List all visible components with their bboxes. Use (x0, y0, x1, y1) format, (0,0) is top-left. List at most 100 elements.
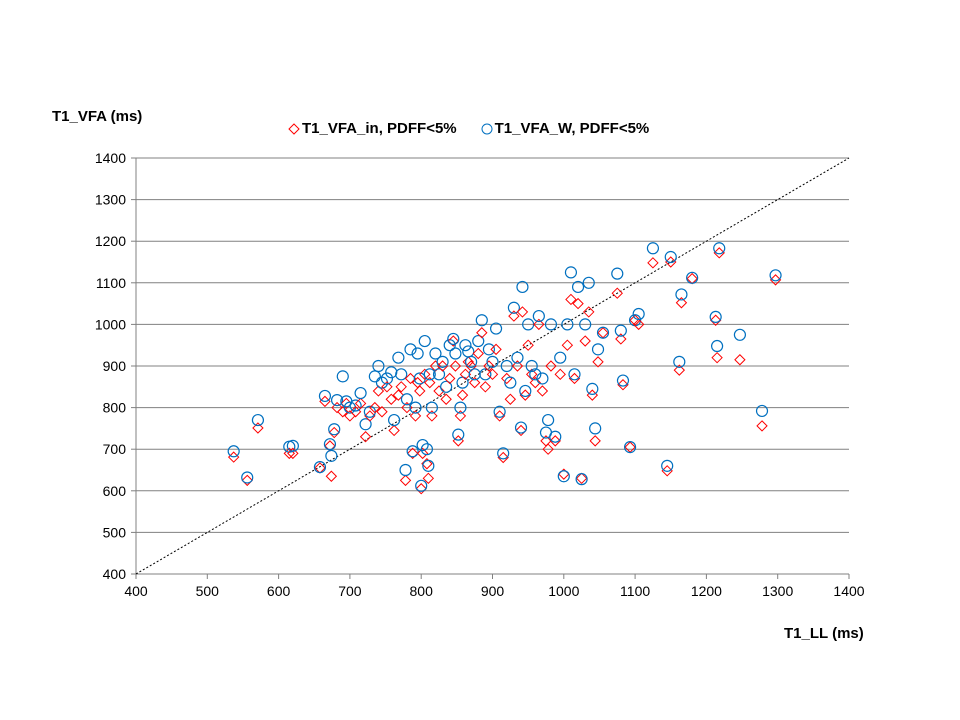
point-vfa-w (493, 405, 506, 418)
point-vfa-in (565, 293, 577, 306)
point-vfa-w (482, 343, 496, 356)
point-vfa-in (415, 483, 427, 495)
point-vfa-w (579, 318, 592, 331)
point-vfa-in (241, 474, 253, 487)
x-tick-label: 700 (338, 583, 362, 599)
point-vfa-w (571, 280, 585, 294)
x-tick-label: 400 (124, 583, 148, 599)
point-vfa-w (536, 372, 549, 385)
point-vfa-w (564, 266, 578, 279)
identity-line (135, 157, 850, 575)
point-vfa-w (624, 441, 637, 454)
x-tick-label: 1200 (691, 583, 722, 599)
point-vfa-w (475, 314, 488, 327)
point-vfa-w (372, 359, 385, 373)
point-vfa-w (318, 389, 332, 403)
point-vfa-in (713, 247, 725, 259)
point-vfa-w (325, 449, 338, 462)
point-vfa-w (591, 343, 605, 356)
point-vfa-w (411, 347, 424, 360)
point-vfa-in (459, 368, 472, 381)
point-vfa-w (611, 267, 624, 280)
y-tick-label: 1400 (95, 150, 126, 166)
point-vfa-w (686, 271, 699, 284)
x-tick-label: 600 (267, 583, 291, 599)
legend-label-in: T1_VFA_in, PDFF<5% (302, 120, 457, 137)
point-vfa-w (646, 242, 660, 255)
point-vfa-in (490, 343, 502, 356)
point-vfa-in (734, 354, 746, 366)
point-vfa-w (632, 307, 645, 321)
point-vfa-w (575, 473, 588, 486)
point-vfa-in (515, 424, 527, 437)
point-vfa-in (709, 314, 722, 326)
point-vfa-w (516, 280, 529, 294)
point-vfa-in (337, 406, 349, 418)
point-vfa-in (406, 447, 419, 460)
point-vfa-w (769, 269, 782, 282)
x-axis-label: T1_LL (ms) (784, 625, 864, 642)
point-vfa-in (516, 306, 529, 318)
point-vfa-in (522, 339, 534, 351)
point-vfa-w (561, 318, 574, 331)
point-vfa-w (409, 401, 422, 414)
point-vfa-in (447, 335, 459, 347)
point-vfa-in (554, 368, 566, 381)
point-vfa-in (615, 333, 627, 345)
point-vfa-w (323, 438, 337, 451)
diamond-marker-icon (288, 122, 300, 135)
point-vfa-w (286, 439, 299, 452)
point-vfa-w (582, 276, 595, 289)
point-vfa-in (331, 401, 343, 414)
point-vfa-w (675, 288, 688, 301)
point-vfa-w (568, 368, 581, 381)
y-tick-label: 700 (103, 441, 127, 457)
point-vfa-w (504, 376, 517, 389)
point-vfa-in (665, 256, 677, 268)
point-vfa-w (465, 355, 478, 368)
point-vfa-w (388, 413, 401, 427)
point-vfa-w (544, 318, 558, 331)
point-vfa-in (465, 360, 477, 372)
x-tick-label: 1100 (620, 583, 650, 599)
y-tick-label: 500 (103, 524, 127, 540)
point-vfa-in (617, 379, 629, 391)
point-vfa-in (252, 422, 264, 434)
point-vfa-w (406, 445, 419, 458)
point-vfa-in (376, 406, 388, 418)
point-vfa-in (611, 287, 623, 299)
point-vfa-w (368, 370, 381, 383)
x-tick-label: 1400 (833, 583, 864, 599)
point-vfa-w (525, 359, 538, 373)
x-tick-label: 1000 (548, 583, 579, 599)
point-vfa-in (486, 368, 499, 381)
point-vfa-w (713, 242, 726, 255)
point-vfa-w (415, 479, 428, 492)
point-vfa-in (511, 360, 524, 372)
point-vfa-in (529, 376, 541, 389)
point-vfa-w (241, 471, 254, 484)
legend-item-w: T1_VFA_W, PDFF<5% (481, 120, 650, 137)
point-vfa-w (422, 459, 435, 472)
point-vfa-in (647, 257, 659, 269)
point-vfa-w (425, 401, 438, 414)
point-vfa-in (476, 327, 488, 339)
point-vfa-in (673, 364, 686, 376)
point-vfa-w (529, 368, 542, 381)
point-vfa-w (554, 351, 567, 364)
point-vfa-in (452, 435, 464, 447)
point-vfa-in (504, 393, 517, 405)
y-tick-label: 800 (103, 400, 127, 416)
x-tick-label: 800 (410, 583, 434, 599)
point-vfa-in (426, 410, 438, 422)
legend-item-in: T1_VFA_in, PDFF<5% (288, 120, 457, 137)
point-vfa-in (440, 393, 452, 405)
point-vfa-in (414, 385, 426, 397)
point-vfa-w (462, 345, 475, 358)
point-vfa-w (418, 334, 431, 348)
y-tick-label: 1200 (95, 233, 126, 249)
legend-label-w: T1_VFA_W, PDFF<5% (494, 120, 650, 137)
point-vfa-in (444, 372, 456, 385)
